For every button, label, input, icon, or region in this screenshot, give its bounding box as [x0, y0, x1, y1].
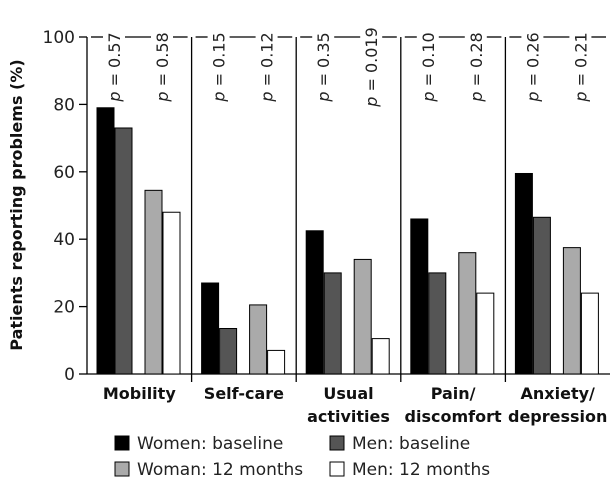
p-value-label: p = 0.019 [362, 27, 381, 108]
p-value-label: p = 0.35 [314, 32, 333, 102]
legend-swatch [114, 435, 130, 451]
bar [410, 218, 429, 375]
bars [96, 107, 599, 375]
category-label: discomfort [405, 407, 502, 426]
bar [144, 189, 163, 375]
bar [514, 172, 533, 375]
p-value-label: p = 0.10 [419, 32, 438, 102]
legend: Women: baseline Men: baseline Woman: 12 mo… [114, 434, 490, 480]
y-tick-label: 40 [53, 230, 75, 250]
bar [458, 252, 477, 375]
y-tick-label: 80 [53, 95, 75, 115]
bar [371, 338, 390, 375]
p-value-label: p = 0.21 [571, 32, 590, 102]
p-value-label: p = 0.28 [467, 32, 486, 102]
category-label: Usual [323, 384, 373, 403]
bar [476, 292, 495, 375]
bar [580, 292, 599, 375]
category-label: Anxiety/ [521, 384, 596, 403]
p-value-label: p = 0.57 [105, 32, 124, 102]
bar [219, 328, 238, 375]
bar [162, 211, 181, 375]
legend-label: Men: baseline [352, 434, 470, 454]
category-label: activities [307, 407, 390, 426]
y-tick-label: 60 [53, 163, 75, 183]
p-value-label: p = 0.58 [153, 32, 172, 102]
bar [114, 127, 133, 375]
p-value-label: p = 0.15 [210, 32, 229, 102]
y-axis-label: Patients reporting problems (%) [7, 59, 26, 350]
legend-swatch [329, 435, 345, 451]
legend-swatch [329, 461, 345, 477]
y-tick-label: 0 [64, 365, 75, 385]
bar [249, 304, 268, 375]
bar [323, 272, 342, 375]
category-dividers [190, 37, 507, 382]
category-label: Self-care [204, 384, 284, 403]
bar [201, 282, 220, 375]
bar [267, 349, 286, 375]
category-label: Pain/ [431, 384, 476, 403]
y-tick-label: 100 [43, 28, 75, 48]
y-tick-label: 20 [53, 298, 75, 318]
legend-swatch [114, 461, 130, 477]
category-label: Mobility [103, 384, 176, 403]
bar [562, 247, 581, 375]
bar [353, 258, 372, 375]
p-value-label: p = 0.26 [523, 32, 542, 102]
bar [532, 216, 551, 375]
legend-label: Woman: 12 months [137, 460, 303, 480]
category-labels: Mobility Self-care Usual activities Pain/dis… [103, 384, 608, 426]
legend-label: Men: 12 months [352, 460, 490, 480]
category-label: depression [508, 407, 607, 426]
bar [305, 230, 324, 375]
p-value-label: p = 0.12 [258, 32, 277, 102]
legend-label: Women: baseline [137, 434, 283, 454]
bar [96, 107, 115, 375]
bar [428, 272, 447, 375]
p-value-annotations: p = 0.57 p = 0.58 p = 0.15 p = 0.12 p = 0.35… [91, 27, 606, 108]
